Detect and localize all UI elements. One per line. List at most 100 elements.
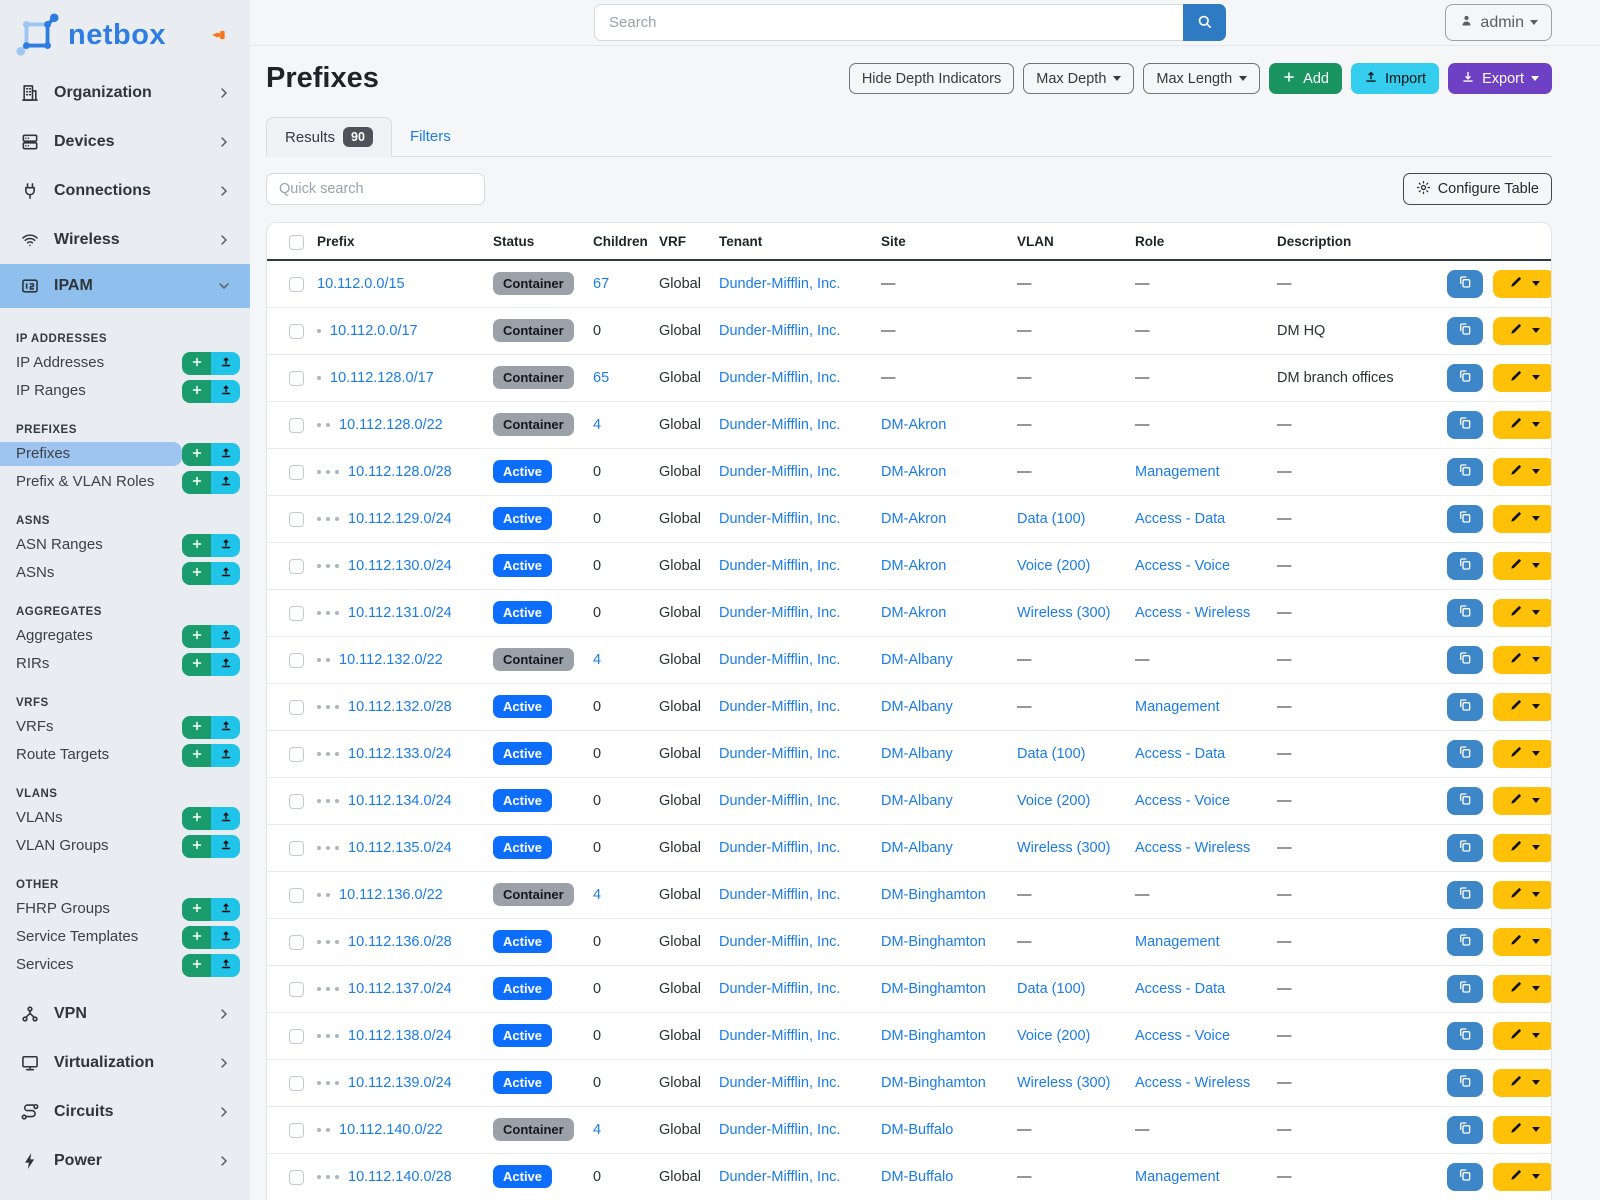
sidebar-import-button[interactable] [211, 743, 240, 767]
prefix-link[interactable]: 10.112.128.0/17 [330, 369, 434, 386]
column-header-vrf[interactable]: VRF [653, 223, 713, 261]
row-checkbox[interactable] [289, 605, 304, 621]
clone-button[interactable] [1447, 551, 1483, 580]
clone-button[interactable] [1447, 1162, 1483, 1191]
sidebar-item-devices[interactable]: Devices [0, 117, 250, 166]
sidebar-subitem-prefixes[interactable]: Prefixes [0, 442, 182, 466]
prefix-link[interactable]: 10.112.129.0/24 [348, 510, 452, 527]
clone-button[interactable] [1447, 974, 1483, 1003]
edit-button[interactable] [1493, 739, 1551, 768]
edit-button[interactable] [1493, 269, 1551, 298]
prefix-link[interactable]: 10.112.128.0/28 [348, 463, 452, 480]
sidebar-import-button[interactable] [211, 953, 240, 977]
sidebar-import-button[interactable] [211, 834, 240, 858]
quick-search-input[interactable] [266, 173, 485, 205]
sidebar-import-button[interactable] [211, 561, 240, 585]
row-checkbox[interactable] [289, 699, 304, 715]
sidebar-subitem-aggregates[interactable]: Aggregates [16, 627, 93, 644]
search-input[interactable] [594, 4, 1183, 41]
sidebar-item-virtualization[interactable]: Virtualization [0, 1038, 250, 1087]
sidebar-import-button[interactable] [211, 442, 240, 466]
prefix-link[interactable]: 10.112.136.0/28 [348, 933, 452, 950]
column-header-tenant[interactable]: Tenant [713, 223, 875, 261]
row-checkbox[interactable] [289, 417, 304, 433]
row-checkbox[interactable] [289, 370, 304, 386]
sidebar-import-button[interactable] [211, 925, 240, 949]
sidebar-subitem-vlans[interactable]: VLANs [16, 809, 63, 826]
prefix-link[interactable]: 10.112.138.0/24 [348, 1027, 452, 1044]
prefix-link[interactable]: 10.112.134.0/24 [348, 792, 452, 809]
sidebar-add-button[interactable] [182, 533, 211, 557]
sidebar-add-button[interactable] [182, 561, 211, 585]
sidebar-add-button[interactable] [182, 470, 211, 494]
hide-depth-indicators-button[interactable]: Hide Depth Indicators [848, 63, 1015, 94]
edit-button[interactable] [1493, 833, 1551, 862]
clone-button[interactable] [1447, 410, 1483, 439]
clone-button[interactable] [1447, 363, 1483, 392]
row-checkbox[interactable] [289, 981, 304, 997]
sidebar-subitem-service-templates[interactable]: Service Templates [16, 928, 139, 945]
row-checkbox[interactable] [289, 934, 304, 950]
sidebar-add-button[interactable] [182, 652, 211, 676]
sidebar-subitem-fhrp-groups[interactable]: FHRP Groups [16, 900, 110, 917]
row-checkbox[interactable] [289, 1028, 304, 1044]
sidebar-add-button[interactable] [182, 953, 211, 977]
column-header-children[interactable]: Children [587, 223, 653, 261]
sidebar-import-button[interactable] [211, 470, 240, 494]
sidebar-subitem-services[interactable]: Services [16, 956, 74, 973]
sidebar-item-circuits[interactable]: Circuits [0, 1087, 250, 1136]
sidebar-import-button[interactable] [211, 652, 240, 676]
edit-button[interactable] [1493, 316, 1551, 345]
prefix-link[interactable]: 10.112.137.0/24 [348, 980, 452, 997]
clone-button[interactable] [1447, 786, 1483, 815]
clone-button[interactable] [1447, 316, 1483, 345]
row-checkbox[interactable] [289, 746, 304, 762]
sidebar-item-ipam[interactable]: IPAM [0, 264, 250, 308]
column-header-site[interactable]: Site [875, 223, 1011, 261]
prefix-link[interactable]: 10.112.139.0/24 [348, 1074, 452, 1091]
edit-button[interactable] [1493, 692, 1551, 721]
prefix-link[interactable]: 10.112.133.0/24 [348, 745, 452, 762]
clone-button[interactable] [1447, 269, 1483, 298]
sidebar-item-connections[interactable]: Connections [0, 166, 250, 215]
row-checkbox[interactable] [289, 323, 304, 339]
max-depth-dropdown[interactable]: Max Depth [1023, 63, 1135, 94]
clone-button[interactable] [1447, 739, 1483, 768]
edit-button[interactable] [1493, 645, 1551, 674]
sidebar-import-button[interactable] [211, 715, 240, 739]
prefix-link[interactable]: 10.112.0.0/15 [317, 275, 405, 292]
configure-table-button[interactable]: Configure Table [1402, 173, 1552, 205]
clone-button[interactable] [1447, 645, 1483, 674]
export-dropdown[interactable]: Export [1448, 63, 1552, 94]
column-header-status[interactable]: Status [487, 223, 587, 261]
sidebar-import-button[interactable] [211, 806, 240, 830]
select-all-checkbox[interactable] [289, 234, 304, 250]
clone-button[interactable] [1447, 833, 1483, 862]
prefix-link[interactable]: 10.112.131.0/24 [348, 604, 452, 621]
edit-button[interactable] [1493, 1162, 1551, 1191]
edit-button[interactable] [1493, 974, 1551, 1003]
clone-button[interactable] [1447, 880, 1483, 909]
row-checkbox[interactable] [289, 558, 304, 574]
row-checkbox[interactable] [289, 1169, 304, 1185]
clone-button[interactable] [1447, 927, 1483, 956]
column-header-prefix[interactable]: Prefix [311, 223, 487, 261]
pin-icon[interactable] [210, 26, 228, 44]
sidebar-add-button[interactable] [182, 925, 211, 949]
sidebar-item-power[interactable]: Power [0, 1136, 250, 1185]
sidebar-add-button[interactable] [182, 806, 211, 830]
edit-button[interactable] [1493, 1115, 1551, 1144]
sidebar-add-button[interactable] [182, 379, 211, 403]
clone-button[interactable] [1447, 1021, 1483, 1050]
sidebar-subitem-ip-ranges[interactable]: IP Ranges [16, 382, 86, 399]
row-checkbox[interactable] [289, 464, 304, 480]
sidebar-import-button[interactable] [211, 624, 240, 648]
sidebar-add-button[interactable] [182, 743, 211, 767]
sidebar-subitem-asns[interactable]: ASNs [16, 564, 55, 581]
row-checkbox[interactable] [289, 887, 304, 903]
sidebar-add-button[interactable] [182, 624, 211, 648]
sidebar-subitem-route-targets[interactable]: Route Targets [16, 746, 110, 763]
user-menu-button[interactable]: admin [1445, 4, 1552, 41]
sidebar-subitem-asn-ranges[interactable]: ASN Ranges [16, 536, 103, 553]
row-checkbox[interactable] [289, 793, 304, 809]
